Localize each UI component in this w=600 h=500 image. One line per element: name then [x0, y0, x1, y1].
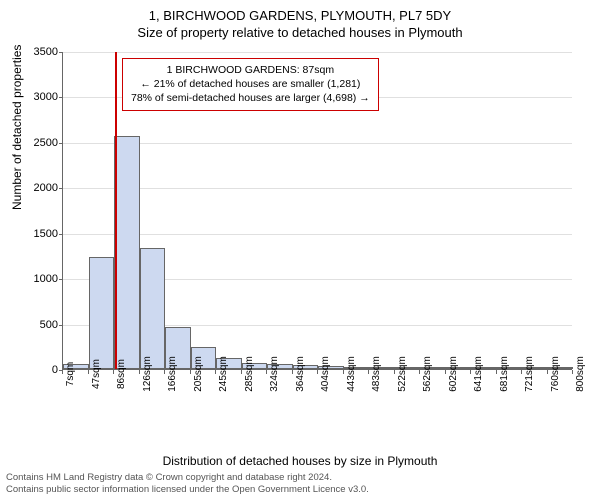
y-tick-mark: [59, 188, 63, 189]
x-tick-mark: [572, 370, 573, 374]
gridline: [63, 52, 572, 53]
x-tick-label: 641sqm: [473, 356, 484, 392]
x-tick-label: 443sqm: [346, 356, 357, 392]
y-tick-label: 1000: [18, 273, 58, 285]
x-tick-mark: [445, 370, 446, 374]
footer-attribution: Contains HM Land Registry data © Crown c…: [6, 472, 369, 496]
x-tick-mark: [62, 370, 63, 374]
footer-line1: Contains HM Land Registry data © Crown c…: [6, 472, 369, 484]
x-tick-label: 47sqm: [91, 359, 102, 389]
info-line2: ← 21% of detached houses are smaller (1,…: [131, 77, 370, 91]
x-tick-label: 245sqm: [218, 356, 229, 392]
y-tick-mark: [59, 97, 63, 98]
info-line3: 78% of semi-detached houses are larger (…: [131, 91, 370, 105]
chart-subtitle: Size of property relative to detached ho…: [0, 23, 600, 40]
y-tick-label: 3500: [18, 46, 58, 58]
x-tick-mark: [496, 370, 497, 374]
x-tick-mark: [139, 370, 140, 374]
y-tick-label: 3000: [18, 91, 58, 103]
footer-line2: Contains public sector information licen…: [6, 484, 369, 496]
x-tick-mark: [113, 370, 114, 374]
x-tick-label: 562sqm: [422, 356, 433, 392]
x-tick-label: 166sqm: [167, 356, 178, 392]
x-tick-label: 285sqm: [244, 356, 255, 392]
info-line1: 1 BIRCHWOOD GARDENS: 87sqm: [131, 63, 370, 77]
x-tick-label: 364sqm: [295, 356, 306, 392]
y-tick-mark: [59, 325, 63, 326]
x-tick-mark: [470, 370, 471, 374]
chart-area: 0500100015002000250030003500 7sqm47sqm86…: [62, 52, 572, 400]
y-tick-label: 0: [18, 364, 58, 376]
x-tick-mark: [317, 370, 318, 374]
y-tick-mark: [59, 279, 63, 280]
x-tick-label: 800sqm: [575, 356, 586, 392]
x-tick-label: 760sqm: [550, 356, 561, 392]
subject-marker-line: [115, 52, 117, 369]
y-tick-label: 1500: [18, 228, 58, 240]
x-tick-mark: [343, 370, 344, 374]
x-tick-label: 483sqm: [371, 356, 382, 392]
x-tick-label: 602sqm: [448, 356, 459, 392]
x-tick-label: 721sqm: [524, 356, 535, 392]
x-tick-label: 126sqm: [142, 356, 153, 392]
x-tick-mark: [190, 370, 191, 374]
y-tick-label: 2500: [18, 137, 58, 149]
x-tick-label: 681sqm: [499, 356, 510, 392]
x-tick-label: 522sqm: [397, 356, 408, 392]
x-tick-label: 7sqm: [65, 362, 76, 386]
x-tick-mark: [521, 370, 522, 374]
x-tick-label: 86sqm: [116, 359, 127, 389]
histogram-bar: [140, 248, 166, 369]
y-tick-label: 2000: [18, 182, 58, 194]
x-tick-mark: [292, 370, 293, 374]
x-tick-mark: [241, 370, 242, 374]
y-tick-mark: [59, 143, 63, 144]
x-axis-label: Distribution of detached houses by size …: [0, 454, 600, 468]
histogram-bar: [89, 257, 115, 369]
x-tick-label: 324sqm: [269, 356, 280, 392]
chart-title: 1, BIRCHWOOD GARDENS, PLYMOUTH, PL7 5DY: [0, 0, 600, 23]
info-box: 1 BIRCHWOOD GARDENS: 87sqm ← 21% of deta…: [122, 58, 379, 111]
x-tick-mark: [266, 370, 267, 374]
y-tick-label: 500: [18, 319, 58, 331]
y-tick-mark: [59, 52, 63, 53]
x-tick-mark: [164, 370, 165, 374]
x-tick-mark: [419, 370, 420, 374]
x-tick-mark: [394, 370, 395, 374]
y-tick-mark: [59, 234, 63, 235]
x-tick-mark: [215, 370, 216, 374]
x-tick-mark: [547, 370, 548, 374]
x-tick-mark: [88, 370, 89, 374]
x-tick-label: 404sqm: [320, 356, 331, 392]
histogram-bar: [114, 136, 140, 370]
x-tick-label: 205sqm: [193, 356, 204, 392]
x-tick-mark: [368, 370, 369, 374]
